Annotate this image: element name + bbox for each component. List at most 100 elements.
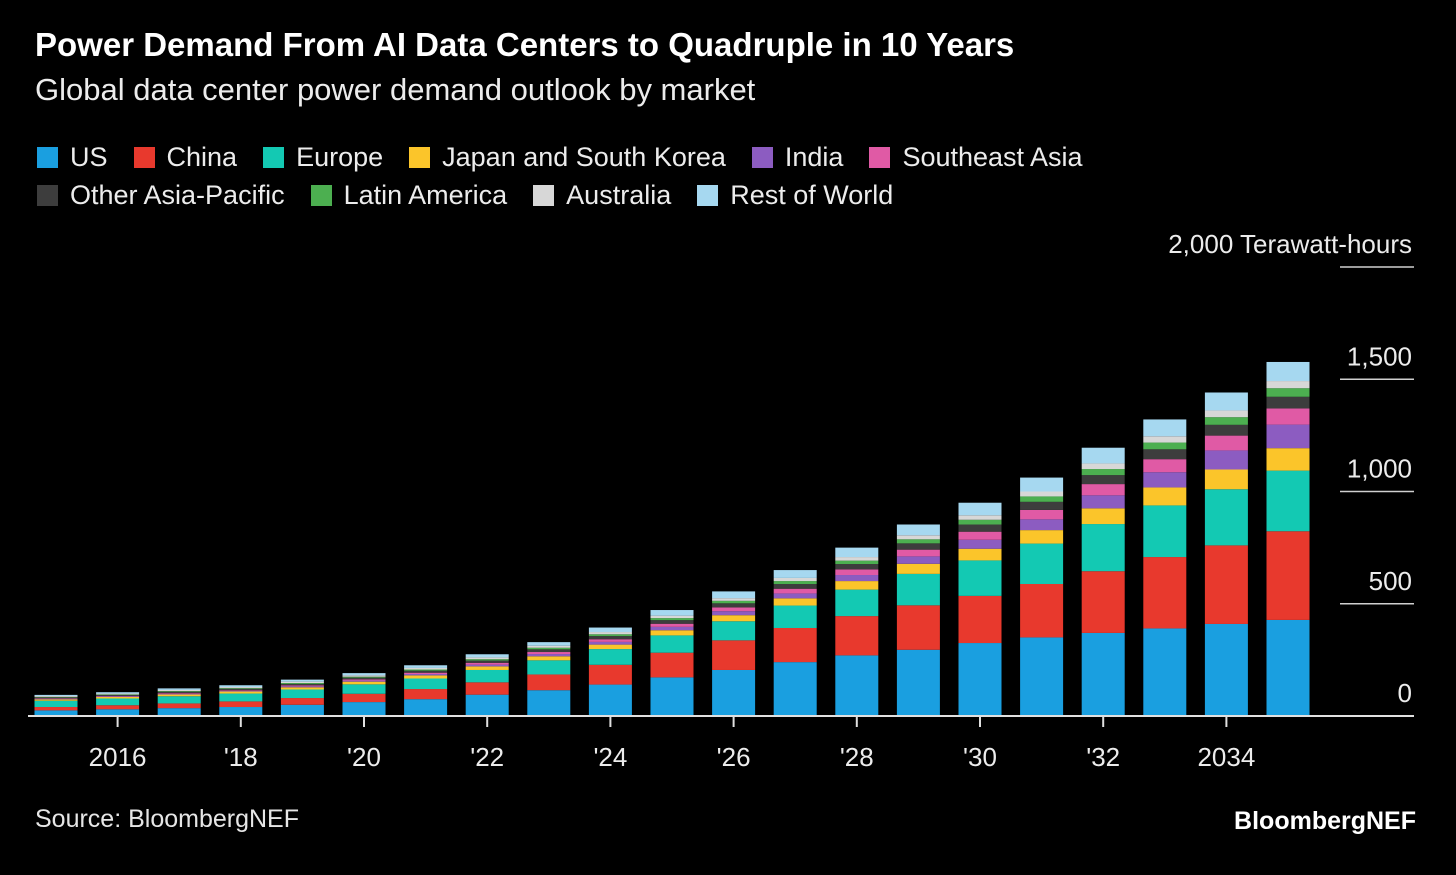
bar-2027-rest-of-world — [773, 570, 817, 578]
bar-2026-japan-and-south-korea — [712, 615, 756, 622]
legend-swatch-other-asia-pacific — [37, 184, 58, 206]
bar-2031-rest-of-world — [1020, 477, 1064, 492]
bar-2030-china — [958, 595, 1002, 644]
bar-2027-china — [773, 627, 817, 663]
bar-2020-europe — [342, 684, 386, 694]
legend-swatch-australia — [533, 184, 555, 206]
bar-2023-southeast-asia — [527, 652, 571, 655]
bar-2032-southeast-asia — [1081, 484, 1125, 496]
bar-2017-india — [157, 693, 201, 695]
bar-2033-southeast-asia — [1143, 459, 1187, 473]
bar-2024-us — [588, 684, 632, 716]
bar-2024-other-asia-pacific — [588, 636, 632, 640]
bar-2035-southeast-asia — [1266, 408, 1310, 425]
x-tick-label-2016: 2016 — [89, 742, 147, 772]
legend-item-japan-south-korea: Japan and South Korea — [409, 142, 726, 173]
bar-2022-rest-of-world — [465, 654, 509, 658]
bar-2034-us — [1204, 623, 1248, 716]
bar-stack-2023 — [527, 642, 571, 716]
x-tick-label-2018: '18 — [224, 742, 258, 772]
bar-2032-china — [1081, 571, 1125, 633]
bar-2023-other-asia-pacific — [527, 649, 571, 653]
legend-label-rest-of-world: Rest of World — [730, 179, 894, 210]
bar-2030-rest-of-world — [958, 502, 1002, 516]
bar-2027-australia — [773, 577, 817, 582]
legend-swatch-japan-south-korea — [409, 146, 431, 168]
bar-2035-other-asia-pacific — [1266, 396, 1310, 409]
legend: US China Europe Japan and South Korea In… — [37, 138, 1237, 214]
bar-2023-japan-and-south-korea — [527, 656, 571, 661]
bar-2018-india — [219, 690, 263, 692]
bar-2019-india — [280, 686, 324, 688]
bar-2019-latin-america — [280, 682, 324, 684]
source-note: Source: BloombergNEF — [35, 805, 300, 833]
bar-2029-europe — [896, 573, 940, 606]
legend-label-china: China — [166, 141, 238, 172]
bar-stack-2027 — [773, 570, 817, 716]
bar-2028-europe — [835, 589, 879, 617]
bar-2021-other-asia-pacific — [404, 670, 448, 673]
bar-2019-australia — [280, 681, 324, 683]
bar-2021-latin-america — [404, 669, 448, 671]
bar-2033-japan-and-south-korea — [1143, 487, 1187, 506]
bar-2032-latin-america — [1081, 469, 1125, 476]
bar-2022-us — [465, 694, 509, 716]
legend-label-india: India — [784, 141, 844, 172]
legend-item-other-asia-pacific: Other Asia-Pacific — [37, 180, 285, 211]
bars — [34, 361, 1310, 716]
bar-2015-other-asia-pacific — [34, 697, 78, 699]
bar-stack-2032 — [1081, 447, 1125, 716]
bar-2018-australia — [219, 687, 263, 689]
bar-2027-europe — [773, 605, 817, 628]
bar-2025-rest-of-world — [650, 610, 694, 616]
x-tick-label-2032: '32 — [1086, 742, 1120, 772]
bar-2023-australia — [527, 645, 571, 648]
bar-2024-southeast-asia — [588, 639, 632, 642]
bar-2029-rest-of-world — [896, 524, 940, 536]
x-tick-label-2028: '28 — [840, 742, 874, 772]
bar-2019-southeast-asia — [280, 685, 324, 687]
bar-stack-2026 — [712, 591, 756, 716]
bar-2026-australia — [712, 598, 756, 601]
bar-2034-australia — [1204, 410, 1248, 418]
bar-2031-other-asia-pacific — [1020, 501, 1064, 510]
bar-2031-europe — [1020, 543, 1064, 584]
legend-item-latin-america: Latin America — [310, 179, 508, 211]
legend-label-latin-america: Latin America — [343, 179, 508, 210]
bar-stack-2018 — [219, 685, 263, 716]
bar-2032-other-asia-pacific — [1081, 475, 1125, 485]
legend-swatch-us — [37, 146, 58, 168]
bar-2025-other-asia-pacific — [650, 620, 694, 624]
bar-stack-2033 — [1143, 419, 1187, 716]
bar-2029-southeast-asia — [896, 549, 940, 557]
y-axis-labels: 0 500 1,000 1,500 2,000 Terawatt-hours — [1168, 229, 1412, 708]
bar-2020-southeast-asia — [342, 679, 386, 681]
legend-item-southeast-asia: Southeast Asia — [869, 142, 1083, 173]
bar-2030-latin-america — [958, 519, 1002, 525]
bar-2015-japan-and-south-korea — [34, 699, 78, 701]
bar-2030-australia — [958, 515, 1002, 520]
bar-2026-us — [712, 669, 756, 716]
bar-2020-india — [342, 680, 386, 682]
bar-2026-other-asia-pacific — [712, 603, 756, 608]
x-tick-label-2024: '24 — [593, 742, 627, 772]
bar-2017-latin-america — [157, 691, 201, 692]
legend-label-us: US — [70, 141, 108, 172]
y-tick-label-500: 500 — [1369, 566, 1412, 596]
bar-2033-rest-of-world — [1143, 419, 1187, 437]
bar-2029-india — [896, 556, 940, 564]
bar-2024-latin-america — [588, 634, 632, 637]
bar-2023-latin-america — [527, 647, 571, 650]
bar-2021-us — [404, 699, 448, 716]
chart-title: Power Demand From AI Data Centers to Qua… — [35, 26, 1015, 63]
bar-stack-2029 — [896, 524, 940, 716]
bar-2020-china — [342, 693, 386, 703]
bar-2021-india — [404, 674, 448, 676]
bar-2025-india — [650, 626, 694, 631]
bar-2035-india — [1266, 424, 1310, 449]
legend-row-1: US China Europe Japan and South Korea In… — [37, 138, 1237, 176]
bar-2017-australia — [157, 689, 201, 692]
bar-2032-rest-of-world — [1081, 447, 1125, 464]
bar-2030-europe — [958, 560, 1002, 596]
